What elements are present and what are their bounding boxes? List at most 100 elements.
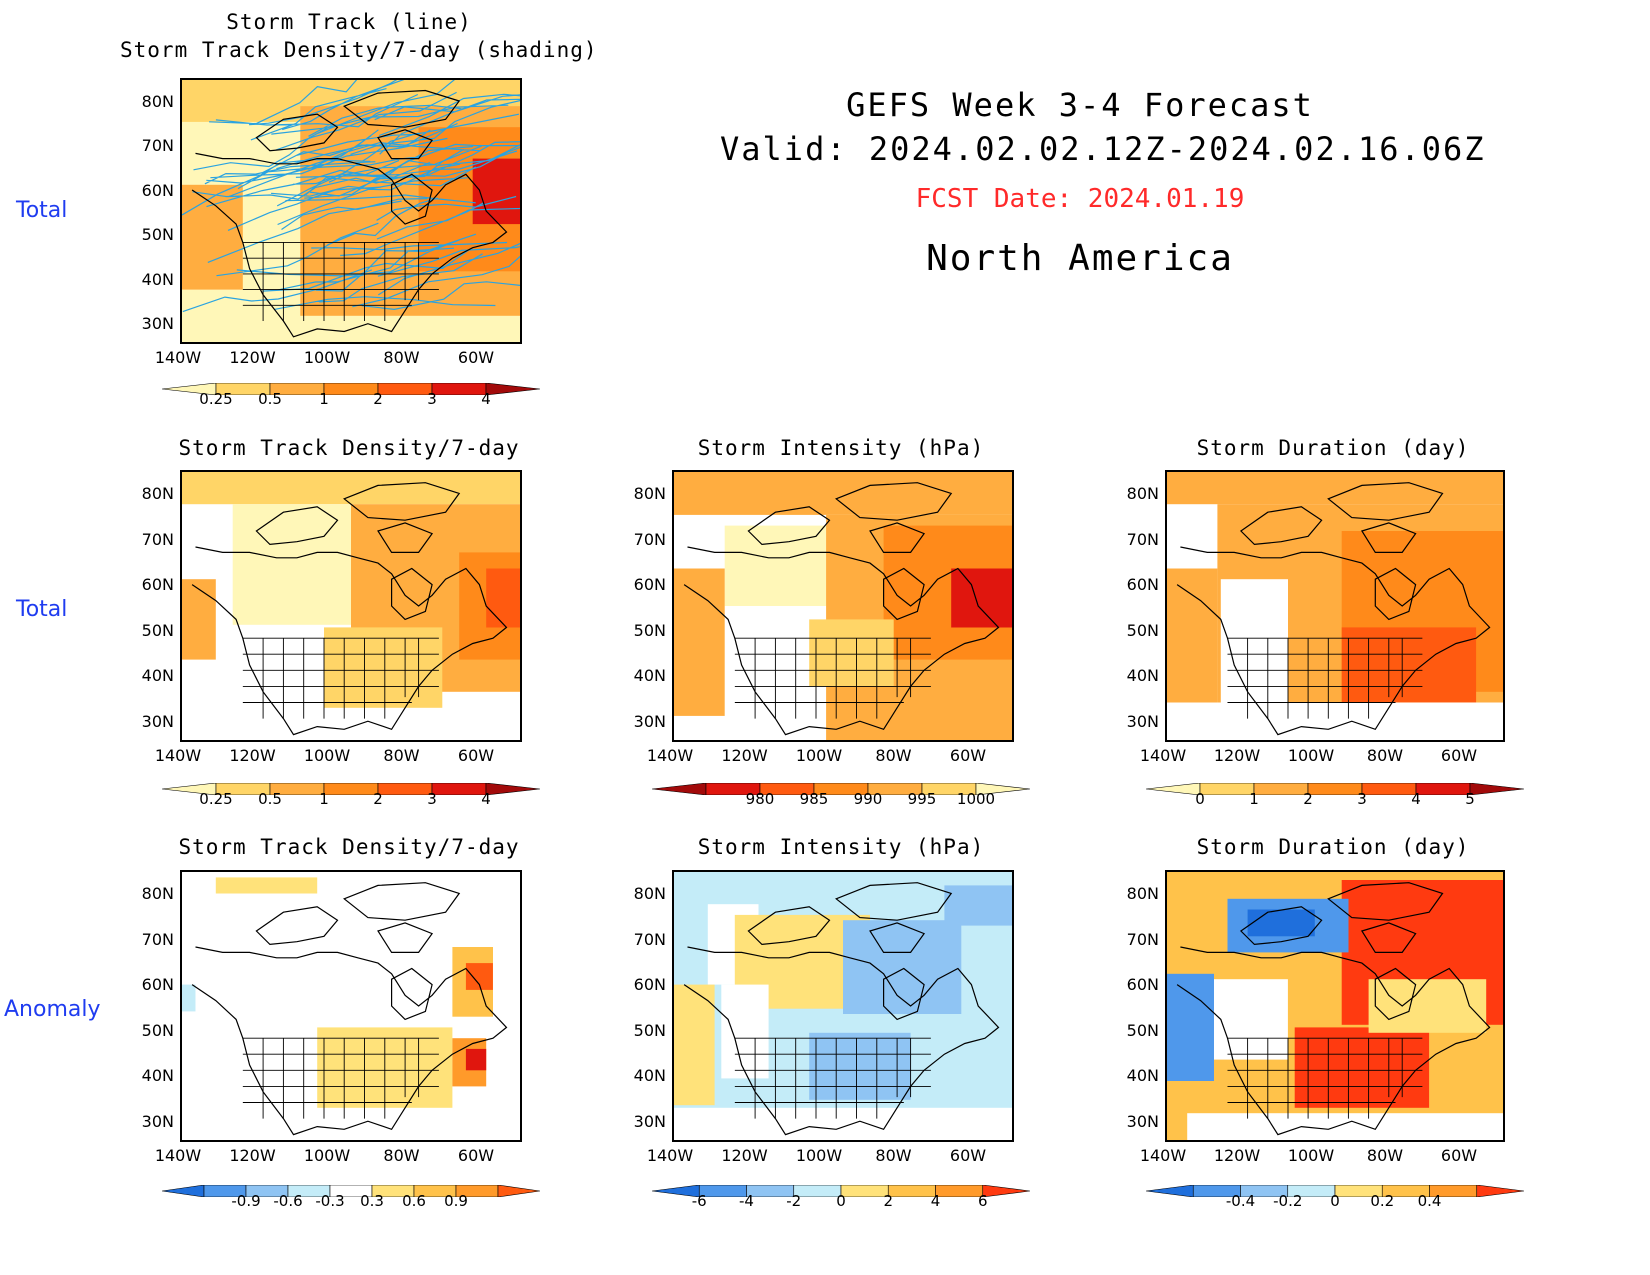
lon-label: 100W [303, 1146, 351, 1165]
colorbar-segment [497, 1184, 541, 1198]
coastline [191, 882, 508, 1136]
lat-label: 80N [141, 92, 174, 111]
colorbar-label: 4 [930, 1192, 941, 1210]
state-boundaries [242, 637, 439, 719]
shading-region [674, 472, 1012, 515]
colorbar-label: 6 [977, 1192, 988, 1210]
colorbar-label: 0 [836, 1192, 846, 1210]
shading-region [486, 568, 520, 628]
shading-region [182, 579, 216, 660]
shading-region [182, 184, 243, 290]
row-label-total-1: Total [16, 198, 68, 223]
lat-label: 40N [1126, 1066, 1159, 1086]
lon-label: 80W [1366, 746, 1404, 765]
lat-label: 70N [141, 929, 174, 949]
colorbar-label: 2 [1303, 790, 1313, 808]
lon-label: 120W [229, 746, 276, 765]
lon-label: 120W [1213, 1146, 1261, 1165]
lat-label: 30N [1126, 712, 1159, 731]
lon-label: 120W [229, 1146, 276, 1165]
colorbar-label: -0.6 [273, 1192, 303, 1210]
lat-label: 70N [141, 529, 174, 549]
lat-label: 40N [633, 1066, 666, 1086]
shading-region [232, 504, 351, 625]
panel-title: Storm Track Density/7-day [178, 835, 520, 859]
colorbar-label: 0 [1195, 790, 1205, 808]
forecast-date: FCST Date: 2024.01.19 [915, 184, 1245, 214]
lat-label: 80N [1126, 484, 1159, 503]
colorbar [161, 1182, 541, 1198]
shading-region [809, 1032, 911, 1100]
map-density-anom [180, 870, 522, 1142]
lat-label: 50N [141, 225, 174, 245]
colorbar-label: -0.9 [231, 1192, 261, 1210]
lat-label: 40N [141, 269, 174, 289]
lon-label: 140W [1139, 1146, 1187, 1165]
lon-label: 100W [1287, 1146, 1335, 1165]
lat-label: 60N [633, 975, 666, 995]
lon-label: 100W [1287, 746, 1335, 765]
lat-label: 80N [141, 884, 174, 903]
lon-label: 100W [795, 1146, 843, 1165]
lon-label: 100W [303, 746, 351, 765]
shading-region [1214, 979, 1288, 1060]
colorbar-label: 990 [853, 790, 883, 808]
panel-title: Storm Intensity (hPa) [697, 436, 985, 460]
colorbar-label: 5 [1465, 790, 1475, 808]
lon-label: 140W [154, 348, 202, 367]
shading-region [1294, 1027, 1430, 1108]
colorbar-label: 985 [799, 790, 829, 808]
colorbar-label: -6 [691, 1192, 707, 1210]
lat-label: 80N [633, 484, 666, 503]
lat-label: 40N [633, 666, 666, 686]
panel-subtitle: Storm Track Density/7-day (shading) [120, 38, 598, 62]
colorbar [161, 780, 541, 796]
colorbar-label: -4 [739, 1192, 754, 1210]
colorbar-segment [485, 782, 541, 796]
coastline [683, 882, 1000, 1136]
lat-label: 70N [633, 529, 666, 549]
lat-label: 30N [141, 314, 174, 333]
colorbar-label: 1 [1249, 790, 1259, 808]
lon-label: 140W [1139, 746, 1187, 765]
panel-title: Storm Track (line) [226, 10, 472, 34]
colorbar-label: 0.25 [199, 390, 233, 408]
lat-label: 70N [1126, 929, 1159, 949]
lat-label: 50N [1126, 620, 1159, 640]
colorbar-label: 1 [319, 390, 329, 408]
colorbar-label: 0.2 [1370, 1192, 1395, 1210]
row-label-total-2: Total [16, 597, 68, 622]
lat-label: 60N [141, 180, 174, 200]
lat-label: 80N [633, 884, 666, 903]
colorbar-label: 0.5 [258, 790, 282, 808]
lat-label: 70N [633, 929, 666, 949]
colorbar [1145, 1182, 1525, 1198]
shading-region [843, 920, 962, 1014]
lon-label: 60W [457, 348, 495, 367]
shading-region [1167, 472, 1503, 505]
row-label-anomaly: Anomaly [4, 997, 101, 1022]
colorbar-label: 3 [427, 390, 437, 408]
lat-label: 60N [141, 975, 174, 995]
lon-label: 80W [875, 746, 912, 765]
shading-region [944, 885, 1012, 926]
shading-region [1247, 909, 1315, 937]
shading-region [1187, 1113, 1503, 1140]
lat-label: 30N [633, 1112, 666, 1131]
colorbar-label: 4 [481, 790, 491, 808]
shading-region [724, 525, 843, 606]
lon-label: 100W [795, 746, 843, 765]
shading-region [809, 619, 894, 687]
colorbar-label: 0.6 [402, 1192, 426, 1210]
lon-label: 60W [1440, 746, 1478, 765]
shading-region [674, 568, 725, 716]
coastline [683, 482, 1000, 736]
colorbar-label: 4 [481, 390, 491, 408]
lat-label: 60N [633, 575, 666, 595]
forecast-title: GEFS Week 3-4 Forecast [846, 86, 1314, 124]
lon-label: 140W [154, 1146, 202, 1165]
state-boundaries [1227, 1037, 1423, 1119]
lat-label: 40N [141, 1066, 174, 1086]
colorbar-label: 3 [427, 790, 437, 808]
lon-label: 120W [721, 746, 768, 765]
